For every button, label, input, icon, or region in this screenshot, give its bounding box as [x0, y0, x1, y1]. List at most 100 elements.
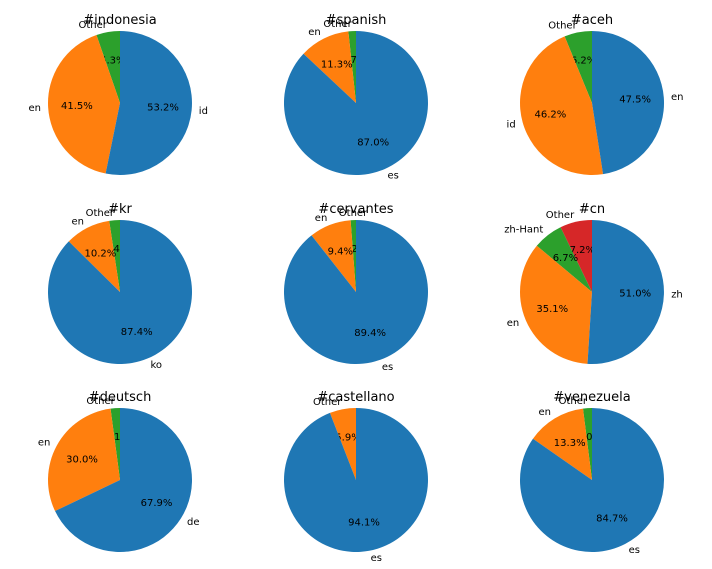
pie-title: #castellano — [317, 390, 394, 405]
pie-slice-en — [303, 31, 356, 103]
slice-label: Other — [323, 19, 352, 30]
pie-slice-ko — [48, 219, 193, 364]
slice-label: zh-Hant — [504, 225, 543, 236]
slice-label: es — [388, 171, 399, 182]
slice-label: en — [507, 318, 520, 329]
pie-title: #kr — [108, 202, 132, 217]
slice-percent-label: 6.2% — [571, 56, 596, 67]
slice-label: en — [29, 103, 42, 114]
slice-label: zh — [671, 290, 683, 301]
slice-percent-label: 53.2% — [147, 102, 179, 113]
pie-title: #cervantes — [318, 202, 393, 217]
slice-percent-label: 84.7% — [596, 513, 628, 524]
slice-percent-label: 94.1% — [348, 518, 380, 529]
slice-percent-label: 35.1% — [536, 304, 568, 315]
pie-title: #cn — [579, 202, 605, 217]
pie-slice-en — [592, 30, 665, 175]
slice-percent-label: 9.4% — [328, 247, 353, 258]
pie-slice-id — [520, 36, 604, 176]
pie-slice-other — [96, 31, 120, 103]
slice-percent-label: 13.3% — [554, 438, 586, 449]
slice-percent-label: 46.2% — [535, 110, 567, 121]
slice-label: en — [539, 407, 552, 418]
slice-percent-label: 5.3% — [100, 55, 125, 66]
slice-percent-label: 87.0% — [357, 138, 389, 149]
slice-percent-label: 1.2% — [342, 244, 367, 255]
pie-slice-other — [564, 31, 592, 103]
pie-slice-other — [350, 219, 356, 292]
slice-label: Other — [339, 208, 368, 219]
pie-slice-other — [329, 408, 356, 480]
slice-label: Other — [546, 210, 575, 221]
slice-percent-label: 87.4% — [121, 327, 153, 338]
pie-title: #deutsch — [89, 390, 152, 405]
slice-label: Other — [559, 396, 588, 407]
slice-percent-label: 6.7% — [553, 253, 578, 264]
slice-percent-label: 10.2% — [85, 249, 117, 260]
pie-slice-zh-hant — [536, 227, 592, 292]
slice-percent-label: 89.4% — [354, 328, 386, 339]
pie-cn: #cn Other 7.2% zh-Hant 6.7% en 35.1% zh 51.0% — [504, 202, 683, 364]
slice-label: en — [38, 437, 51, 448]
pie-title: #venezuela — [553, 390, 630, 405]
pie-slice-es — [283, 31, 428, 175]
slice-percent-label: 2.0% — [577, 432, 602, 443]
slice-percent-label: 2.4% — [104, 244, 129, 255]
slice-percent-label: 41.5% — [61, 101, 93, 112]
slice-percent-label: 2.1% — [104, 432, 129, 443]
slice-label: Other — [86, 396, 115, 407]
pie-slice-other — [109, 220, 120, 292]
slice-label: es — [371, 553, 382, 564]
slice-label: Other — [86, 208, 115, 219]
pie-slice-de — [55, 408, 193, 552]
slice-label: es — [382, 362, 393, 373]
slice-label: Other — [548, 20, 577, 31]
slice-label: en — [308, 27, 321, 38]
slice-label: de — [187, 517, 200, 528]
pie-slice-en — [532, 408, 592, 480]
slice-label: id — [507, 119, 516, 130]
slice-label: en — [315, 213, 328, 224]
pie-title: #indonesia — [83, 13, 157, 28]
pie-slice-zh — [587, 220, 664, 364]
slice-percent-label: 5.9% — [335, 433, 360, 444]
pie-slice-other — [560, 220, 592, 292]
slice-percent-label: 1.7% — [341, 55, 366, 66]
pie-slice-es — [283, 219, 428, 364]
pie-slice-en — [48, 34, 120, 174]
slice-label: ko — [151, 360, 163, 371]
slice-percent-label: 30.0% — [66, 454, 98, 465]
slice-percent-label: 7.2% — [570, 245, 595, 256]
pie-title: #aceh — [571, 13, 613, 28]
slice-percent-label: 11.3% — [321, 59, 353, 70]
pie-slice-es — [519, 408, 664, 552]
pie-slice-other — [110, 408, 120, 480]
slice-label: en — [671, 92, 684, 103]
pie-slice-en — [68, 220, 120, 292]
pie-slice-en — [311, 220, 356, 292]
slice-label: en — [72, 216, 85, 227]
pie-slice-other — [582, 408, 592, 480]
pie-slice-other — [348, 31, 356, 103]
slice-label: id — [199, 106, 208, 117]
slice-label: Other — [313, 397, 342, 408]
slice-percent-label: 51.0% — [619, 288, 651, 299]
slice-percent-label: 47.5% — [619, 95, 651, 106]
pie-slice-en — [48, 408, 120, 512]
pie-slice-en — [519, 245, 592, 364]
slice-label: Other — [78, 20, 107, 31]
slice-label: es — [629, 545, 640, 556]
slice-percent-label: 67.9% — [141, 498, 173, 509]
pie-slice-id — [105, 31, 192, 175]
pie-slice-es — [284, 408, 429, 552]
pie-title: #spanish — [326, 13, 387, 28]
